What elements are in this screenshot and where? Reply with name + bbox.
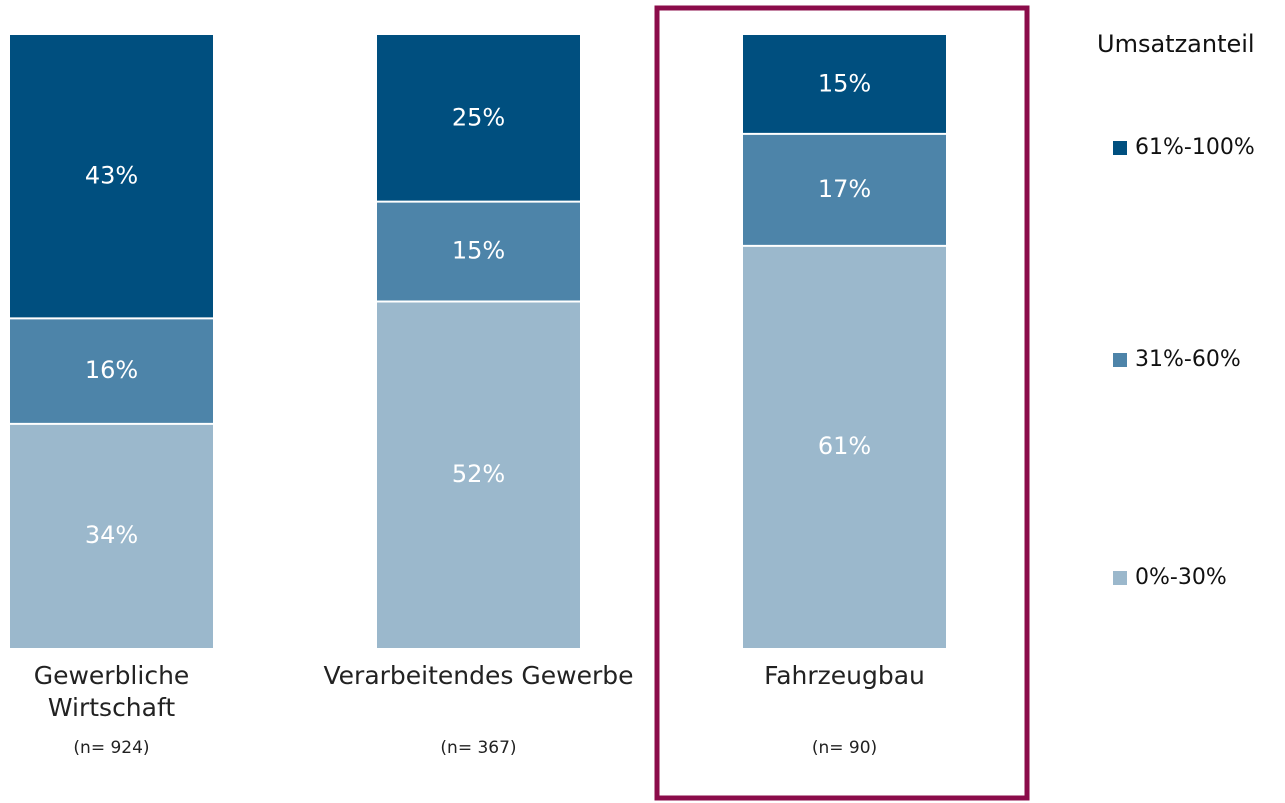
- value-label: 52%: [452, 460, 505, 488]
- value-label: 17%: [818, 175, 871, 203]
- value-label: 16%: [85, 356, 138, 384]
- legend-title: Umsatzanteil: [1097, 30, 1255, 58]
- legend-swatch: [1113, 353, 1127, 367]
- bar-segment: [377, 35, 580, 202]
- bar-segment: [743, 133, 946, 246]
- bar-segment: [10, 35, 213, 319]
- value-label: 15%: [818, 69, 871, 97]
- value-label: 34%: [85, 521, 138, 549]
- category-label: Fahrzeugbau: [764, 661, 925, 690]
- category-label: Gewerbliche Wirtschaft: [33, 661, 190, 722]
- legend-label: 61%-100%: [1135, 135, 1255, 160]
- value-label: 43%: [85, 162, 138, 190]
- sample-size: (n= 924): [73, 738, 150, 758]
- sample-size: (n= 90): [811, 738, 878, 758]
- bar-segment: [743, 245, 946, 648]
- legend-label: 0%-30%: [1135, 565, 1227, 590]
- category-label: Verarbeitendes Gewerbe: [323, 661, 634, 690]
- bar-segment: [377, 201, 580, 302]
- value-label: 61%: [818, 432, 871, 460]
- sample-size: (n= 367): [440, 738, 517, 758]
- value-label: 25%: [452, 103, 505, 131]
- bar-segment: [10, 318, 213, 424]
- highlight-frame: [654, 5, 1030, 801]
- bar-segment: [377, 301, 580, 648]
- legend-swatch: [1113, 141, 1127, 155]
- value-label: 15%: [452, 237, 505, 265]
- bar-segment: [10, 423, 213, 648]
- legend-label: 31%-60%: [1135, 347, 1241, 372]
- bar-segment: [743, 35, 946, 134]
- legend-swatch: [1113, 571, 1127, 585]
